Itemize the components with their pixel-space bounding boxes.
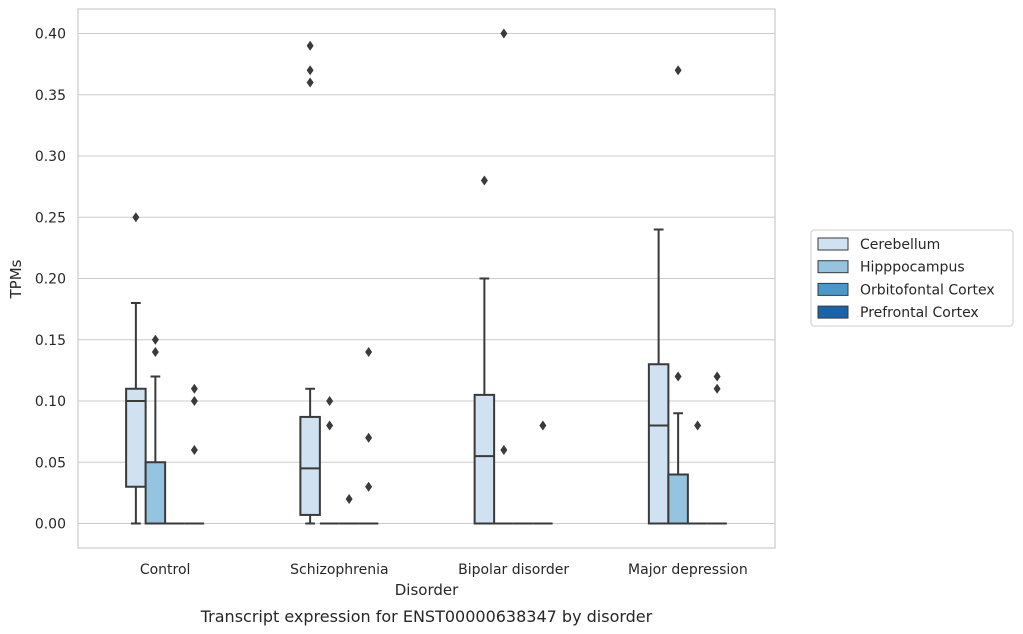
plot-frame <box>77 8 776 549</box>
box <box>299 415 321 516</box>
legend: Cerebellum Hipppocampus Orbitofontal Corte… <box>810 229 1014 327</box>
y-tick-label: 0.10 <box>35 394 66 410</box>
outlier-point <box>306 65 314 76</box>
y-axis-title: TPMs <box>7 259 25 299</box>
box <box>473 393 496 525</box>
outlier-point <box>674 371 682 382</box>
y-tick-label: 0.40 <box>35 27 66 43</box>
box-group <box>707 371 727 525</box>
outlier-point <box>190 383 198 394</box>
legend-swatch <box>817 237 849 251</box>
outlier-point <box>694 420 702 431</box>
legend-swatch <box>817 305 849 319</box>
outlier-point <box>713 383 721 394</box>
gridlines <box>78 32 775 525</box>
y-tick-label: 0.20 <box>35 272 66 288</box>
box-group <box>319 396 340 525</box>
outlier-point <box>365 432 373 443</box>
y-tick-label: 0.35 <box>35 88 66 104</box>
box-group <box>533 420 553 525</box>
outlier-point <box>306 77 314 88</box>
outlier-point <box>190 445 198 455</box>
outlier-point <box>326 396 334 406</box>
legend-item: Hipppocampus <box>817 260 965 276</box>
x-tick-label: Control <box>140 562 191 578</box>
x-axis-title: Disorder <box>395 581 459 599</box>
x-tick-label: Bipolar disorder <box>458 562 569 578</box>
box-group <box>473 175 496 525</box>
y-tick-label: 0.15 <box>35 333 66 349</box>
box <box>647 363 670 525</box>
outlier-point <box>151 334 159 345</box>
outlier-point <box>365 347 373 357</box>
legend-label: Prefrontal Cortex <box>860 305 979 321</box>
legend-label: Cerebellum <box>860 237 940 253</box>
outlier-point <box>132 212 140 223</box>
legend-item: Orbitofontal Cortex <box>817 282 995 298</box>
box-group <box>299 40 321 525</box>
box-plot-marks <box>125 28 727 525</box>
outlier-point <box>151 347 159 357</box>
outlier-point <box>365 481 373 492</box>
y-tick-label: 0.00 <box>35 517 66 533</box>
box-group <box>358 347 379 525</box>
box <box>667 473 689 525</box>
legend-label: Hipppocampus <box>860 260 965 276</box>
x-tick-label: Major depression <box>628 562 748 578</box>
outlier-point <box>306 40 314 51</box>
legend-item: Cerebellum <box>817 237 940 253</box>
x-tick-label: Schizophrenia <box>290 562 388 578</box>
box <box>144 461 167 525</box>
box-group <box>339 494 359 525</box>
legend-label: Orbitofontal Cortex <box>860 282 995 298</box>
box-group <box>687 420 708 525</box>
legend-swatch <box>817 260 849 274</box>
legend-item: Prefrontal Cortex <box>817 305 979 321</box>
box-group <box>494 28 514 525</box>
outlier-point <box>480 175 488 186</box>
box-group <box>647 228 670 525</box>
legend-frame <box>810 229 1014 327</box>
y-tick-label: 0.30 <box>35 149 66 165</box>
box-group <box>125 212 147 525</box>
y-axis-ticks: 0.00 0.05 0.10 0.15 0.20 0.25 0.30 0.35 0.40 <box>35 27 66 533</box>
outlier-point <box>190 396 198 406</box>
outlier-point <box>713 371 721 382</box>
outlier-point <box>539 420 547 431</box>
box-group <box>184 383 205 525</box>
y-tick-label: 0.25 <box>35 210 66 226</box>
legend-swatch <box>817 282 849 296</box>
outlier-point <box>326 420 334 431</box>
box-group <box>144 334 167 525</box>
x-axis-ticks: Control Schizophrenia Bipolar disorder Majo… <box>140 562 748 578</box>
outlier-point <box>345 494 353 504</box>
outlier-point <box>500 445 508 455</box>
chart-caption: Transcript expression for ENST0000063834… <box>200 607 653 626</box>
box-group <box>667 65 689 525</box>
outlier-point <box>500 28 508 39</box>
box <box>125 387 147 488</box>
y-tick-label: 0.05 <box>35 455 66 471</box>
outlier-point <box>674 65 682 76</box>
